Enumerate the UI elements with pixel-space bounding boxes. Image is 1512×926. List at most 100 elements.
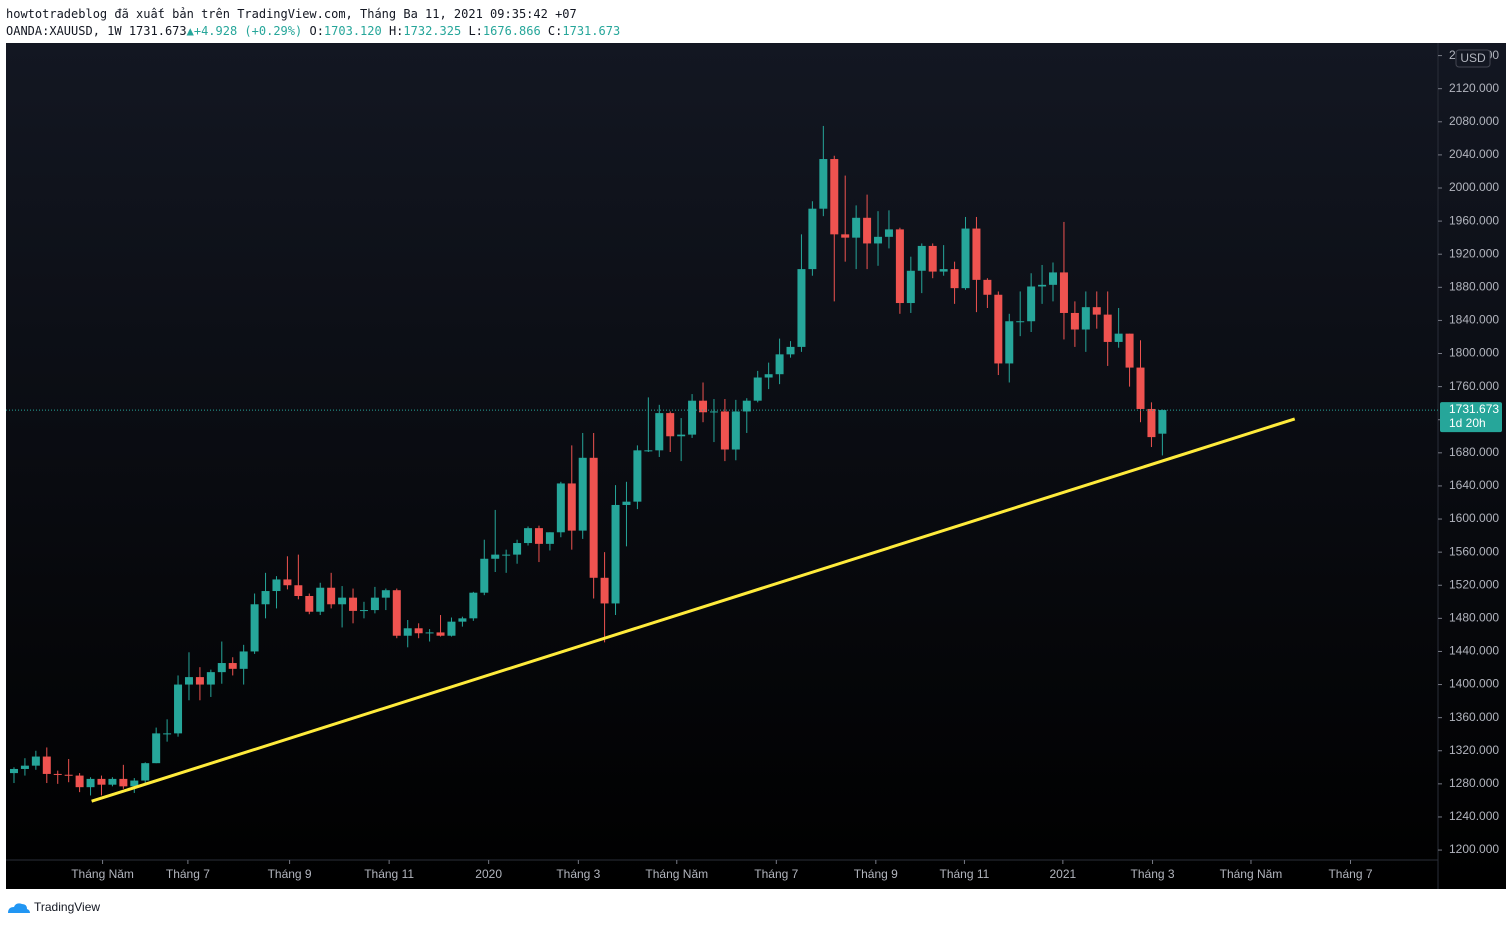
- y-tick-label: 1920.000: [1449, 246, 1499, 260]
- candle-body: [370, 597, 379, 611]
- last-price-box: [1440, 402, 1502, 433]
- candle-body: [1081, 307, 1090, 330]
- candle-body: [1016, 321, 1025, 323]
- brand: TradingView: [34, 900, 100, 914]
- candle-body: [31, 756, 40, 766]
- ohlc-c: 1731.673: [562, 24, 621, 38]
- up-arrow: ▲: [186, 24, 194, 38]
- candle-body: [786, 346, 795, 355]
- candle-body: [524, 528, 533, 544]
- candle-body: [808, 208, 817, 270]
- candle-body: [720, 411, 729, 450]
- ohlc-h-key: H:: [388, 24, 404, 38]
- candle-body: [753, 377, 762, 401]
- candle-body: [983, 279, 992, 295]
- countdown: 1d 20h: [1449, 416, 1486, 430]
- x-tick-label: Tháng 11: [364, 867, 414, 881]
- y-tick-label: 1400.000: [1449, 677, 1499, 691]
- candle-body: [206, 672, 215, 685]
- candle-body: [250, 604, 259, 652]
- header: howtotradeblog đã xuất bản trên TradingV…: [6, 6, 620, 40]
- candle-body: [1005, 321, 1014, 364]
- candle-body: [130, 780, 139, 787]
- candle-body: [906, 270, 915, 304]
- candle-body: [239, 651, 248, 669]
- candle-body: [1070, 312, 1079, 330]
- candle-body: [699, 400, 708, 413]
- y-tick-label: 1560.000: [1449, 544, 1499, 558]
- x-tick-label: 2021: [1050, 867, 1077, 881]
- y-tick-label: 1520.000: [1449, 577, 1499, 591]
- candle-body: [414, 628, 423, 634]
- last-price: 1731.673: [128, 24, 187, 38]
- y-tick-label: 2040.000: [1449, 147, 1499, 161]
- candle-body: [119, 778, 128, 787]
- candle-body: [261, 591, 270, 605]
- candle-body: [633, 450, 642, 502]
- y-tick-label: 1320.000: [1449, 743, 1499, 757]
- brand-logo: [8, 903, 30, 913]
- y-tick-label: 1440.000: [1449, 644, 1499, 658]
- candle-body: [677, 434, 686, 437]
- symbol-line: OANDA:XAUUSD, 1W 1731.673▲+4.928 (+0.29%…: [6, 23, 620, 40]
- candle-body: [1092, 307, 1101, 315]
- candle-body: [567, 483, 576, 531]
- candle-body: [622, 501, 631, 505]
- candle-body: [556, 483, 565, 533]
- candle-body: [217, 663, 226, 673]
- x-tick-label: Tháng 9: [268, 867, 312, 881]
- candle-body: [338, 597, 347, 605]
- candle-body: [884, 229, 893, 237]
- candle-body: [797, 269, 806, 347]
- y-tick-label: 1240.000: [1449, 809, 1499, 823]
- candle-body: [436, 632, 445, 636]
- candle-body: [163, 733, 172, 735]
- candle-body: [928, 245, 937, 272]
- candle-body: [458, 618, 467, 622]
- candle-body: [1059, 272, 1068, 313]
- x-tick-label: Tháng Năm: [645, 867, 708, 881]
- candle-body: [644, 450, 653, 452]
- candle-body: [141, 763, 150, 781]
- candle-body: [305, 596, 314, 612]
- x-tick-label: Tháng 11: [940, 867, 990, 881]
- candle-body: [469, 592, 478, 619]
- candle-body: [895, 229, 904, 304]
- y-tick-label: 1360.000: [1449, 710, 1499, 724]
- candle-body: [20, 765, 29, 769]
- y-tick-label: 1200.000: [1449, 842, 1499, 856]
- x-tick-label: Tháng Năm: [1220, 867, 1283, 881]
- candle-body: [611, 504, 620, 604]
- candle-body: [666, 413, 675, 437]
- candle-body: [578, 457, 587, 531]
- y-tick-label: 1480.000: [1449, 611, 1499, 625]
- candle-body: [447, 621, 456, 636]
- candle-body: [688, 400, 697, 435]
- candle-body: [184, 677, 193, 685]
- change: +4.928 (+0.29%): [193, 24, 303, 38]
- x-tick-label: Tháng Năm: [71, 867, 134, 881]
- x-tick-label: Tháng 3: [1131, 867, 1175, 881]
- candle-body: [961, 228, 970, 289]
- candle-body: [349, 597, 358, 611]
- candle-body: [1136, 367, 1145, 409]
- x-tick-label: Tháng 9: [854, 867, 898, 881]
- x-tick-label: Tháng 7: [1328, 867, 1372, 881]
- candle-body: [534, 528, 543, 544]
- candle-body: [775, 354, 784, 375]
- candle-body: [1103, 314, 1112, 342]
- candle-body: [600, 577, 609, 604]
- candle-body: [195, 677, 204, 685]
- trendline: [91, 417, 1296, 803]
- y-tick-label: 1600.000: [1449, 511, 1499, 525]
- ohlc-o-key: O:: [309, 24, 324, 38]
- candle-body: [86, 778, 95, 788]
- ohlc-l: 1676.866: [482, 24, 541, 38]
- x-tick-label: Tháng 7: [754, 867, 798, 881]
- y-tick-label: 2120.000: [1449, 81, 1499, 95]
- candle-body: [513, 543, 522, 555]
- candle-body: [1125, 333, 1134, 368]
- candle-body: [731, 411, 740, 450]
